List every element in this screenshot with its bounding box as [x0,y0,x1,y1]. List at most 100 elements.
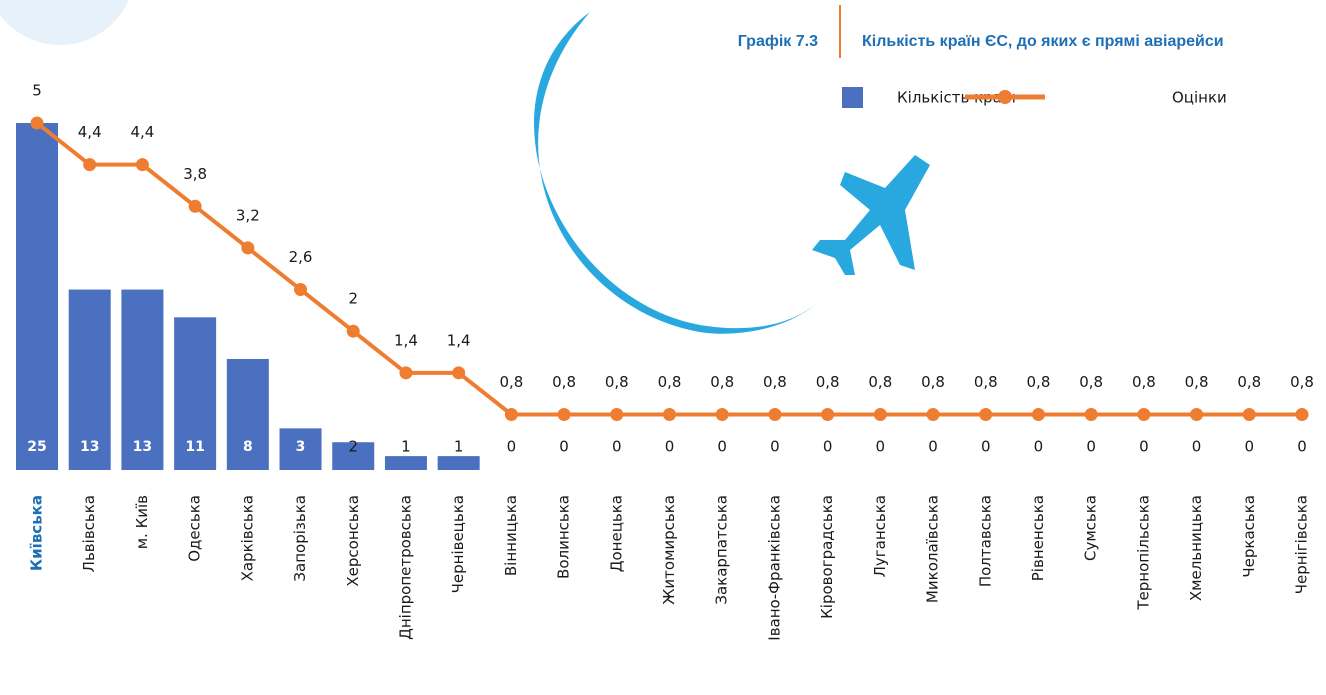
x-tick-label: Тернопільська [1134,495,1152,611]
swoosh-decoration [534,12,820,334]
line-marker [768,407,782,421]
bar [174,317,217,470]
line-value-label: 0,8 [974,373,998,391]
x-tick-label: м. Київ [133,495,151,549]
x-tick-label: Івано-Франківська [765,495,783,641]
bar-value-label: 13 [80,439,99,455]
legend: Кількість країн Оцінки [842,87,1227,108]
line-marker [452,366,466,380]
line-value-label: 3,8 [183,165,207,183]
line-marker [294,283,308,297]
line-marker [873,407,887,421]
bar-value-label: 8 [243,439,253,455]
bar-value-label: 0 [665,438,675,456]
line-value-label: 0,8 [658,373,682,391]
bar-value-label: 0 [770,438,780,456]
x-tick-label: Луганська [871,495,889,577]
x-tick-label: Кіровоградська [818,495,836,619]
bar-value-label: 3 [296,439,306,455]
line-marker [715,407,729,421]
line-value-label: 4,4 [130,123,154,141]
line [35,121,1302,417]
line-value-label: 0,8 [552,373,576,391]
x-tick-label: Миколаївська [924,495,942,603]
line-marker [1242,407,1256,421]
legend-label: Кількість країн [897,89,1016,107]
line-marker [1190,407,1204,421]
bar-value-label: 0 [507,438,517,456]
x-tick-label: Житомирська [660,495,678,605]
line-value-label: 4,4 [78,123,102,141]
bar [226,358,269,470]
line-marker [1031,407,1045,421]
line-marker [346,324,360,338]
bar-value-label: 1 [454,438,464,456]
line-value-label: 0,8 [1132,373,1156,391]
bar-value-label: 25 [27,439,46,455]
line-value-label: 0,8 [921,373,945,391]
bar-value-label: 0 [981,438,991,456]
line-value-label: 5 [32,82,42,100]
x-tick-label: Донецька [607,495,625,572]
plot: Київська Львівська м. Київ Одеська Харківськ… [16,82,1314,641]
x-tick-label: Черкаська [1240,495,1258,578]
bar-value-label: 0 [823,438,833,456]
x-tick-label: Львівська [80,495,98,572]
bar-value-label: 0 [1245,438,1255,456]
line-marker [135,158,149,172]
chart-title: Кількість країн ЄС, до яких є прямі авіа… [862,33,1224,50]
bar-value-label: 2 [348,438,358,456]
x-tick-label: Полтавська [976,495,994,587]
x-tick-label: Київська [28,495,46,571]
line-value-label: 0,8 [1290,373,1314,391]
legend-label: Оцінки [1172,89,1227,107]
line-value-label: 0,8 [816,373,840,391]
legend-marker [998,90,1012,104]
bar-value-label: 0 [1034,438,1044,456]
bar-value-label: 0 [1086,438,1096,456]
x-tick-label: Харківська [238,495,256,581]
x-tick-label: Волинська [555,495,573,579]
x-tick-label: Чернігівська [1293,495,1311,594]
line-value-label: 2,6 [289,248,313,266]
legend-swatch [842,87,863,108]
bar [332,442,375,470]
line-value-label: 0,8 [605,373,629,391]
chart-label: Графік 7.3 [738,33,818,50]
line-value-label: 0,8 [1079,373,1103,391]
logo-decoration [0,0,129,45]
line-value-label: 2 [348,290,358,308]
x-tick-label: Херсонська [344,495,362,587]
bar-value-label: 0 [717,438,727,456]
bar-value-label: 11 [185,439,204,455]
line-value-label: 0,8 [710,373,734,391]
line-value-label: 0,8 [1237,373,1261,391]
line-marker [1084,407,1098,421]
line-value-label: 3,2 [236,206,260,224]
line-marker [188,199,202,213]
line-marker [979,407,993,421]
line-marker [504,407,518,421]
line-marker [821,407,835,421]
bar [16,123,58,470]
plane-decoration [812,155,930,275]
line-marker [241,241,255,255]
bar-value-label: 0 [612,438,622,456]
line-value-label: 1,4 [447,331,471,349]
bar-value-label: 0 [559,438,569,456]
line-marker [557,407,571,421]
x-tick-label: Хмельницька [1187,495,1205,601]
line-marker [926,407,940,421]
x-tick-label: Дніпропетровська [396,495,414,640]
bar-value-label: 13 [133,439,152,455]
line-marker [610,407,624,421]
x-tick-label: Запорізька [291,495,309,582]
x-tick-label: Вінницька [502,495,520,576]
bar-value-label: 0 [876,438,886,456]
line-value-label: 1,4 [394,331,418,349]
bar [279,428,322,470]
bar-value-label: 0 [1297,438,1307,456]
bar-value-label: 0 [1139,438,1149,456]
bar [437,456,480,470]
